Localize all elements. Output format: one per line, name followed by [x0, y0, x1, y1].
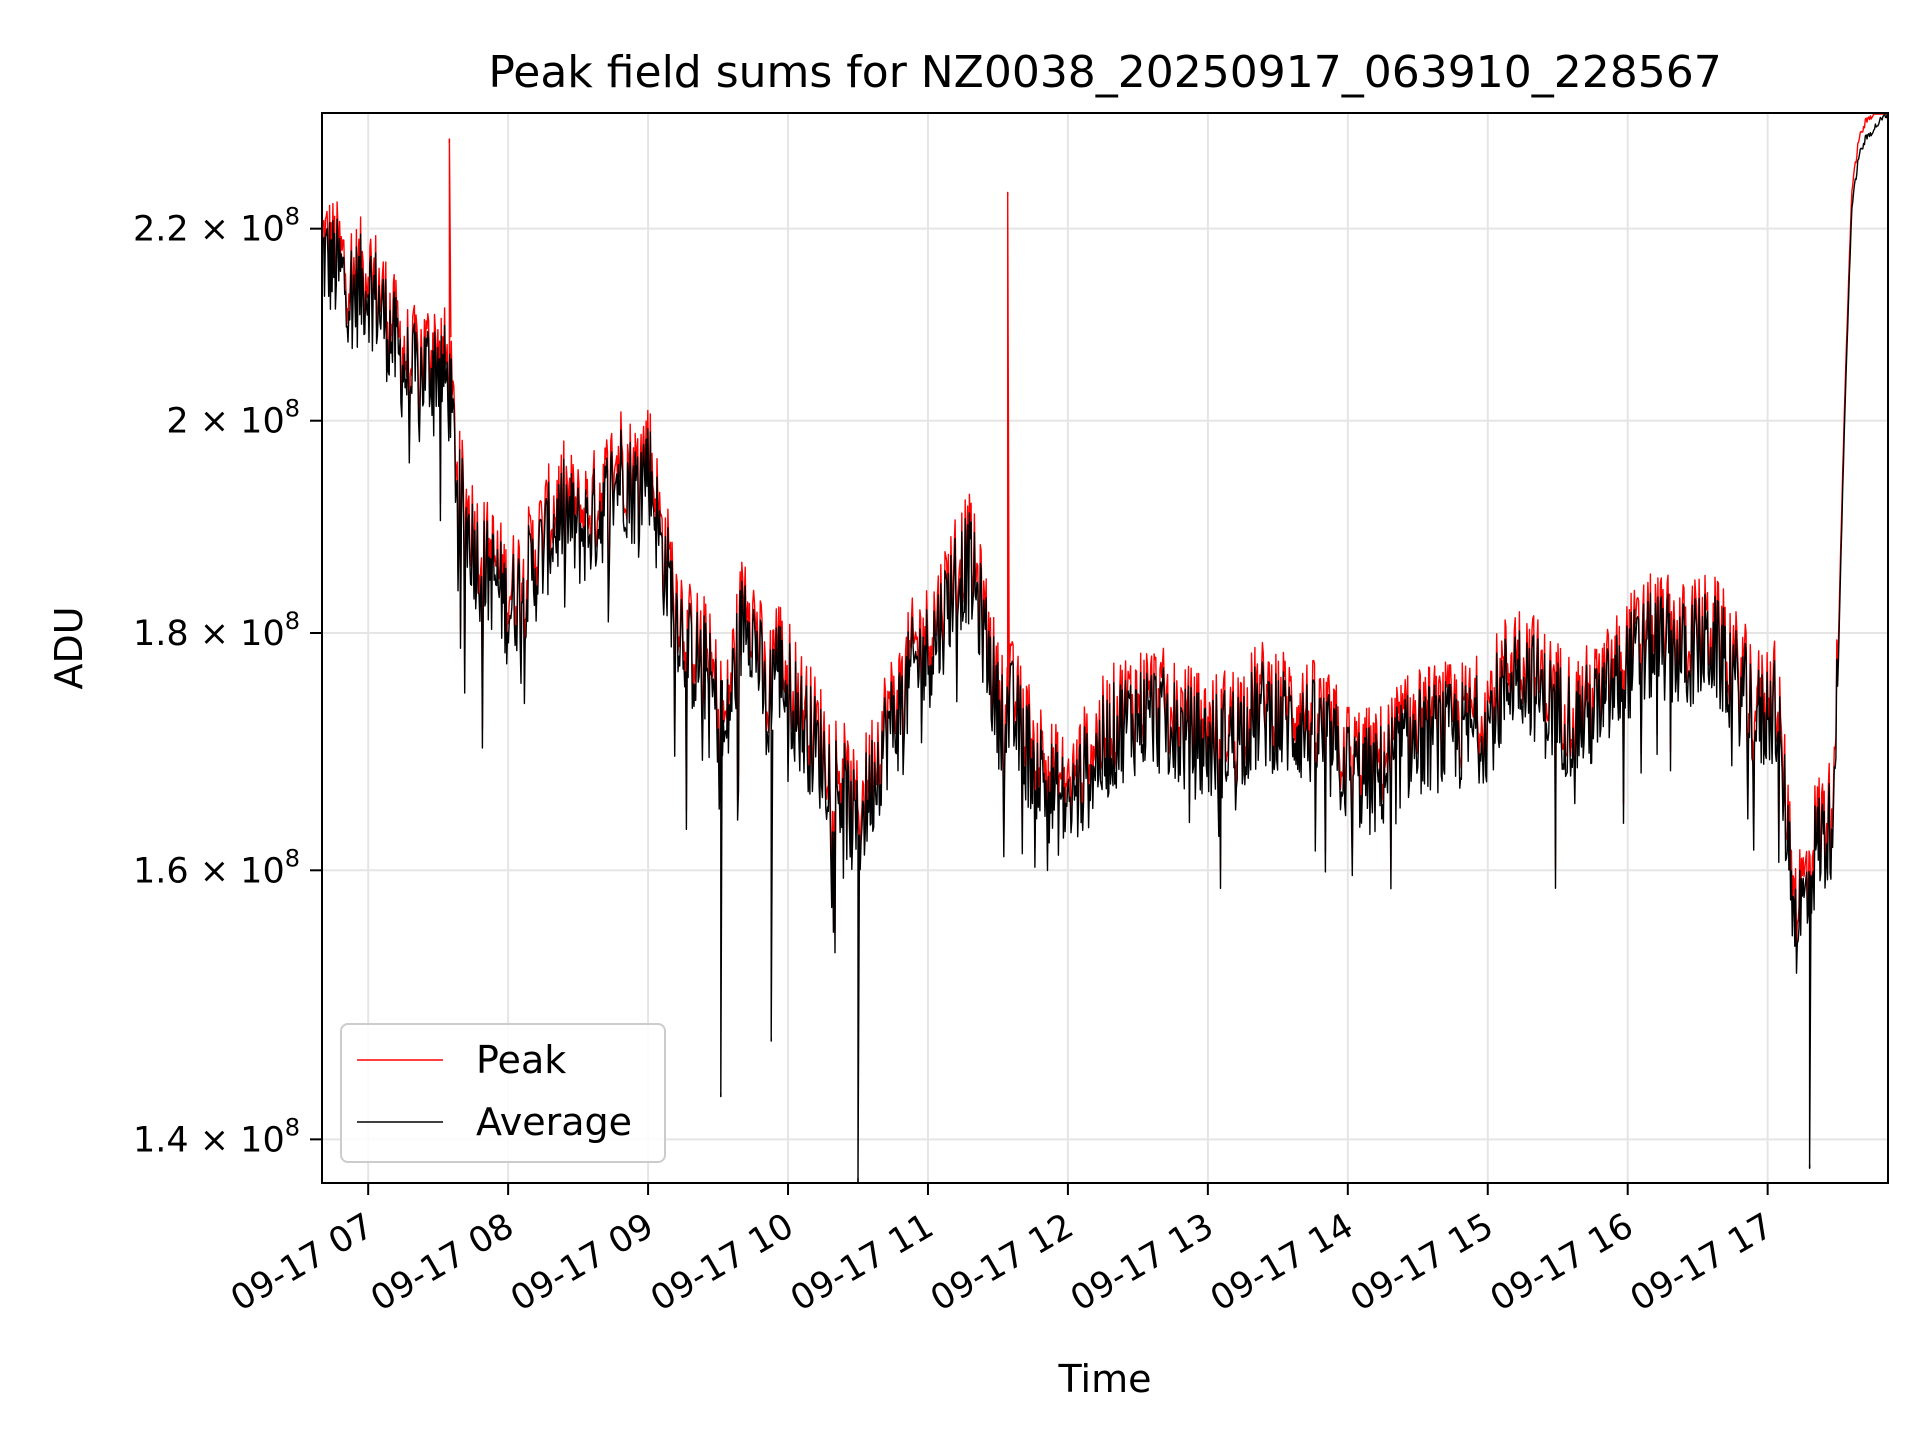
y-axis-label: ADU [47, 606, 91, 689]
series-group [321, 113, 1889, 1183]
y-axis-ticks: 1.4 × 108 1.6 × 108 1.8 × 108 2 × 108 2.2 × … [133, 203, 322, 1160]
legend: Peak Average [340, 1023, 666, 1163]
y-tick-label: 2 × 108 [166, 395, 300, 442]
chart-title: Peak field sums for NZ0038_20250917_0639… [488, 47, 1721, 98]
legend-box [340, 1023, 666, 1163]
legend-label-peak: Peak [476, 1038, 566, 1082]
y-tick-label: 2.2 × 108 [133, 203, 300, 250]
legend-label-average: Average [476, 1100, 632, 1144]
series-line-average [321, 113, 1889, 1183]
y-tick-label: 1.8 × 108 [133, 607, 300, 654]
plot-frame [321, 112, 1889, 1184]
y-tick-label: 1.6 × 108 [133, 844, 300, 891]
y-tick-label: 1.4 × 108 [133, 1113, 300, 1160]
x-axis-label: Time [1058, 1357, 1152, 1401]
